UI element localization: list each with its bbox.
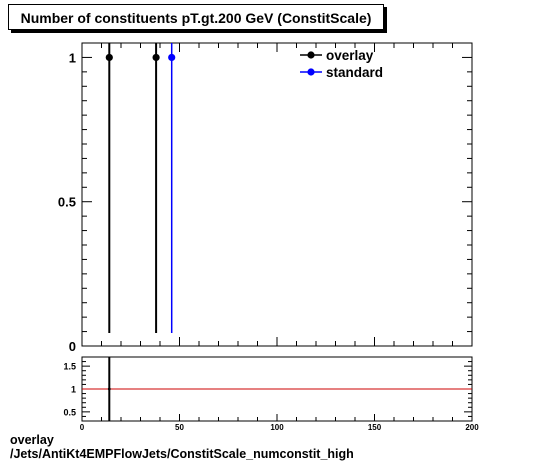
chart-title: Number of constituents pT.gt.200 GeV (Co…	[20, 10, 372, 26]
ratio-y-tick-label: 1.5	[63, 362, 76, 372]
y-tick-label: 0.5	[58, 195, 76, 210]
data-point-overlay	[152, 53, 160, 62]
ratio-x-tick-label: 100	[270, 423, 284, 432]
footer-line-1: overlay	[10, 433, 54, 447]
ratio-x-tick-label: 150	[368, 423, 382, 432]
ratio-y-tick-label: 1	[71, 385, 76, 395]
y-tick-label: 0	[69, 339, 76, 354]
data-point-standard	[168, 53, 176, 62]
footer-caption: overlay /Jets/AntiKt4EMPFlowJets/Constit…	[10, 433, 354, 461]
chart-title-box: Number of constituents pT.gt.200 GeV (Co…	[8, 4, 384, 30]
legend-label-overlay: overlay	[326, 48, 374, 63]
ratio-x-tick-label: 200	[465, 423, 479, 432]
y-tick-label: 1	[69, 50, 76, 65]
legend-label-standard: standard	[326, 65, 383, 80]
ratio-y-tick-label: 0.5	[63, 407, 76, 417]
footer-line-2: /Jets/AntiKt4EMPFlowJets/ConstitScale_nu…	[10, 447, 354, 461]
ratio-x-tick-label: 50	[175, 423, 184, 432]
legend-marker-overlay	[307, 51, 315, 59]
ratio-data-point	[107, 387, 111, 391]
ratio-x-tick-label: 0	[80, 423, 85, 432]
legend-marker-standard	[307, 68, 315, 76]
main-plot-frame	[81, 42, 473, 347]
data-point-overlay	[105, 53, 113, 62]
